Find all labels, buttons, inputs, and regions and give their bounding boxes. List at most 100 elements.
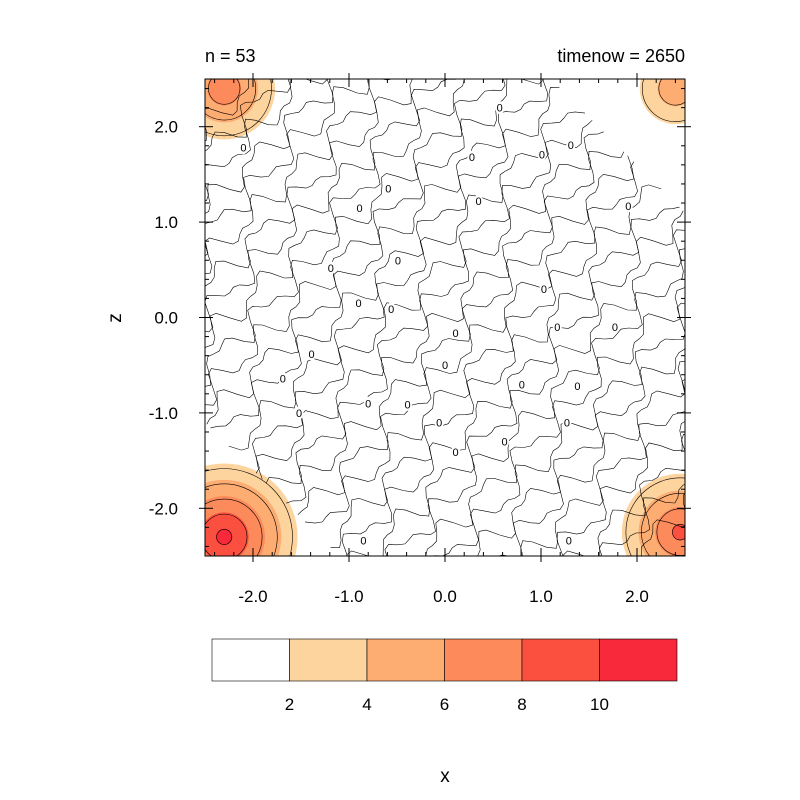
- x-tick-label: 0.0: [433, 587, 457, 606]
- colorbar-label: 4: [362, 695, 371, 714]
- contour-label-bg: [564, 534, 574, 548]
- contour-line: [205, 79, 291, 152]
- contour-label: 0: [308, 349, 314, 361]
- contour-line: [599, 483, 685, 556]
- contour-label-bg: [517, 377, 527, 391]
- contour-label-bg: [623, 199, 633, 213]
- contour-line: [286, 155, 635, 504]
- contour-label: 0: [356, 298, 362, 310]
- contour-line: [205, 79, 328, 202]
- contour-label: 0: [497, 103, 503, 115]
- title-right: timenow = 2650: [557, 46, 685, 66]
- x-tick-label: -1.0: [334, 587, 363, 606]
- contour-label: 0: [476, 196, 482, 208]
- colorbar-label: 6: [440, 695, 449, 714]
- contour-label: 0: [404, 399, 410, 411]
- contour-label: 0: [395, 255, 401, 267]
- contour-label-bg: [610, 320, 620, 334]
- axis-ticks: [199, 73, 691, 562]
- contour-line: [304, 184, 662, 524]
- contour-line: [205, 79, 465, 349]
- colorbar-label: 8: [517, 695, 526, 714]
- contour-label-bg: [552, 320, 562, 334]
- contour-line: [252, 120, 593, 474]
- colorbar-label: 2: [285, 695, 294, 714]
- hotspot-bottom-right-ring-2: [625, 477, 685, 556]
- contour-label: 0: [574, 381, 580, 393]
- contour-line: [297, 161, 638, 515]
- contour-label: 0: [566, 536, 572, 548]
- contour-line: [346, 229, 685, 556]
- contour-label-bg: [386, 302, 396, 316]
- contour-label: 0: [436, 417, 442, 429]
- contour-label-bg: [451, 326, 461, 340]
- hotspot-bottom-right-fill-6: [655, 507, 685, 556]
- x-tick-label: 1.0: [529, 587, 553, 606]
- hotspot-top-right-ring-2: [642, 79, 685, 122]
- contour-label: 0: [296, 408, 302, 420]
- y-tick-label: -2.0: [149, 499, 178, 518]
- contour-label: 0: [356, 203, 362, 215]
- colorbar-swatch: [444, 638, 523, 682]
- contour-label-bg: [572, 379, 582, 393]
- contour-label-bg: [354, 296, 364, 310]
- x-tick-label: 2.0: [625, 587, 649, 606]
- hotspot-bottom-left-fill-10: [216, 528, 233, 546]
- contour-label: 0: [564, 417, 570, 429]
- contour-label: 0: [385, 184, 391, 196]
- y-tick-label: 2.0: [154, 118, 178, 137]
- colorbar-label: 10: [590, 695, 609, 714]
- contour-label-bg: [440, 358, 450, 372]
- hotspot-top-right-fill-4: [657, 79, 685, 107]
- contour-label-bg: [238, 141, 248, 155]
- contour-label-bg: [451, 445, 461, 459]
- contour-line: [205, 79, 506, 387]
- contour-label-bg: [467, 150, 477, 164]
- hotspot-bottom-left-ring-10: [216, 529, 233, 545]
- hotspot-top-left-ring-2: [205, 79, 272, 137]
- contour-line: [205, 79, 249, 142]
- hotspot-top-left-ring-4: [205, 79, 256, 121]
- contour-line: [562, 433, 685, 556]
- contour-line: [477, 347, 685, 556]
- contour-line: [205, 79, 413, 288]
- contour-line-layer: [205, 79, 685, 556]
- contour-label-bg: [403, 397, 413, 411]
- contour-label: 0: [442, 360, 448, 372]
- contour-label-bg: [495, 101, 505, 115]
- contour-label-bg: [355, 201, 365, 215]
- contour-line: [205, 79, 334, 214]
- y-tick-label: 1.0: [154, 213, 178, 232]
- hotspot-bottom-left-ring-6: [205, 498, 263, 556]
- hotspot-bottom-right-ring-6: [656, 508, 685, 556]
- title-left: n = 53: [205, 46, 256, 66]
- y-tick-label: 0.0: [154, 309, 178, 328]
- contour-label: 0: [240, 143, 246, 155]
- colorbar: 2 4 6 8 10: [211, 638, 678, 714]
- contour-line: [330, 206, 680, 548]
- contour-label: 0: [388, 304, 394, 316]
- contour-line: [556, 421, 685, 556]
- contour-line: [432, 302, 685, 556]
- y-axis-label: z: [105, 313, 126, 323]
- hotspot-bottom-right-ring-8: [672, 524, 685, 541]
- contour-label-bg: [566, 138, 576, 152]
- y-tick-label: -1.0: [149, 404, 178, 423]
- contour-label: 0: [280, 374, 286, 386]
- contour-line: [265, 151, 625, 484]
- colorbar-swatch: [521, 638, 600, 682]
- contour-line: [384, 248, 685, 556]
- contour-label-bg: [358, 534, 368, 548]
- contour-label: 0: [568, 140, 574, 152]
- contour-line: [496, 360, 685, 556]
- hotspot-bottom-left-ring-8: [205, 513, 248, 556]
- contour-label-bg: [294, 406, 304, 420]
- contour-label-bg: [537, 147, 547, 161]
- contour-line: [425, 286, 685, 556]
- contour-label-bg: [326, 261, 336, 275]
- tick-labels: -2.0 -1.0 0.0 1.0 2.0 -2.0 -1.0 0.0 1.0 2.0: [149, 118, 649, 606]
- contour-label: 0: [469, 152, 475, 164]
- contour-label: 0: [452, 447, 458, 459]
- contour-label: 0: [365, 398, 371, 410]
